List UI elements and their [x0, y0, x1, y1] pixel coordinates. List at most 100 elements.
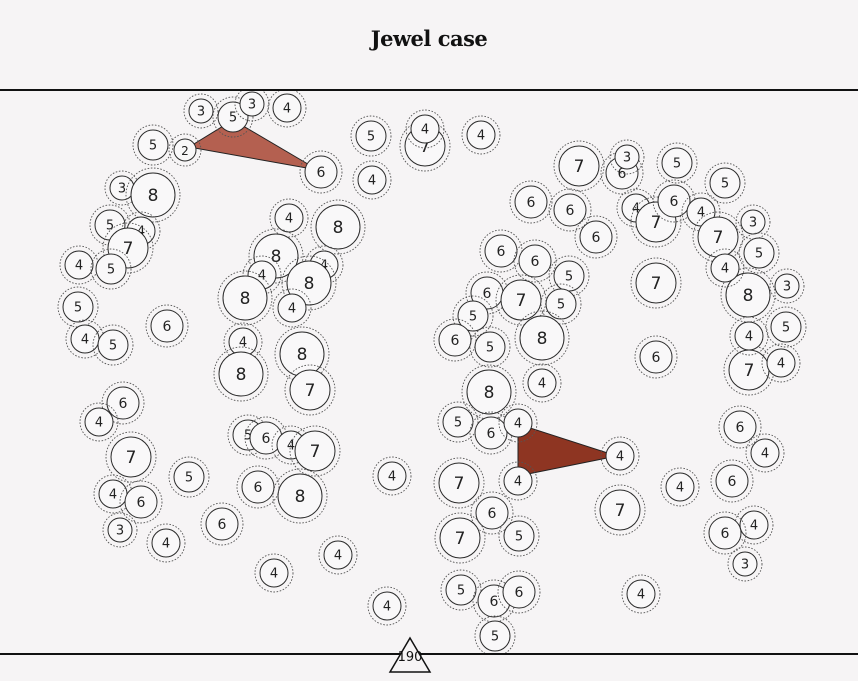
number-bubble[interactable]: 6 [513, 239, 557, 283]
number-bubble[interactable]: 8 [272, 468, 328, 524]
number-bubble[interactable]: 8 [274, 326, 330, 382]
bubble-number: 4 [632, 202, 640, 217]
number-bubble[interactable]: 5 [440, 569, 482, 611]
number-bubble[interactable]: 7 [692, 211, 744, 263]
number-bubble[interactable]: 5 [57, 286, 99, 328]
number-bubble[interactable]: 7 [723, 344, 775, 396]
number-bubble[interactable]: 5 [765, 306, 807, 348]
number-bubble[interactable]: 6 [145, 304, 189, 348]
number-bubble[interactable]: 6 [548, 188, 592, 232]
number-bubble[interactable]: 5 [738, 232, 780, 274]
number-bubble[interactable]: 4 [729, 316, 769, 356]
number-bubble[interactable]: 6 [119, 480, 163, 524]
number-bubble[interactable]: 5 [540, 283, 582, 325]
number-bubble[interactable]: 3 [183, 93, 219, 129]
number-bubble[interactable]: 5 [469, 326, 511, 368]
number-bubble[interactable]: 6 [433, 318, 477, 362]
number-bubble[interactable]: 6 [299, 150, 343, 194]
number-bubble[interactable]: 4 [498, 461, 538, 501]
number-bubble[interactable]: 4 [372, 456, 412, 496]
number-bubble[interactable]: 4 [498, 403, 538, 443]
number-bubble[interactable]: 6 [718, 405, 762, 449]
number-bubble[interactable]: 3 [609, 139, 645, 175]
number-bubble[interactable]: 8 [125, 167, 181, 223]
number-bubble[interactable]: 5 [212, 96, 254, 138]
number-bubble[interactable]: 6 [472, 579, 516, 623]
number-bubble[interactable]: 4 [272, 288, 312, 328]
number-bubble[interactable]: 6 [479, 229, 523, 273]
number-bubble[interactable]: 4 [318, 535, 358, 575]
number-bubble[interactable]: 5 [452, 295, 494, 337]
number-bubble[interactable]: 7 [284, 364, 336, 416]
number-bubble[interactable]: 6 [470, 491, 514, 535]
number-bubble[interactable]: 8 [514, 310, 570, 366]
number-bubble[interactable]: 7 [105, 431, 157, 483]
number-bubble[interactable]: 4 [59, 245, 99, 285]
number-bubble[interactable]: 3 [102, 512, 138, 548]
number-bubble[interactable]: 3 [769, 268, 805, 304]
bubble-number: 6 [483, 286, 492, 302]
number-bubble[interactable]: 2 [168, 133, 202, 167]
number-bubble[interactable]: 6 [497, 570, 541, 614]
number-bubble[interactable]: 7 [495, 274, 547, 326]
number-bubble[interactable]: 8 [310, 199, 366, 255]
bubble-disc [110, 436, 152, 478]
number-bubble[interactable]: 7 [553, 140, 605, 192]
number-bubble[interactable]: 7 [433, 457, 485, 509]
number-bubble[interactable]: 4 [254, 553, 294, 593]
number-bubble[interactable]: 6 [710, 459, 754, 503]
number-bubble[interactable]: 5 [498, 515, 540, 557]
number-bubble[interactable]: 4 [352, 160, 392, 200]
number-bubble[interactable]: 5 [350, 115, 392, 157]
number-bubble[interactable]: 4 [79, 402, 119, 442]
bubble-halo [495, 274, 547, 326]
number-bubble[interactable]: 7 [630, 257, 682, 309]
number-bubble[interactable]: 4 [405, 109, 445, 149]
number-bubble[interactable]: 3 [727, 546, 763, 582]
number-bubble[interactable]: 4 [734, 505, 774, 545]
number-bubble[interactable]: 8 [213, 346, 269, 402]
number-bubble[interactable]: 4 [367, 586, 407, 626]
number-bubble[interactable]: 6 [236, 465, 280, 509]
bubble-halo [734, 505, 774, 545]
number-bubble[interactable]: 7 [594, 484, 646, 536]
number-bubble[interactable]: 5 [548, 255, 590, 297]
number-bubble[interactable]: 6 [574, 215, 618, 259]
number-bubble[interactable]: 5 [132, 124, 174, 166]
number-bubble[interactable]: 8 [217, 270, 273, 326]
number-bubble[interactable]: 4 [600, 436, 640, 476]
number-bubble[interactable]: 4 [745, 433, 785, 473]
number-bubble[interactable]: 4 [65, 319, 105, 359]
number-bubble[interactable]: 4 [267, 91, 307, 128]
number-bubble[interactable]: 5 [168, 456, 210, 498]
number-bubble[interactable]: 3 [234, 91, 270, 122]
bubble-number: 5 [565, 270, 573, 285]
number-bubble[interactable]: 8 [461, 364, 517, 420]
number-bubble[interactable]: 4 [269, 198, 309, 238]
number-bubble[interactable]: 6 [200, 502, 244, 546]
number-bubble[interactable]: 6 [101, 381, 145, 425]
bubble-disc [709, 167, 741, 199]
bubble-disc [743, 237, 775, 269]
number-bubble[interactable]: 5 [92, 324, 134, 366]
number-bubble[interactable]: 5 [474, 615, 516, 653]
number-bubble[interactable]: 7 [289, 425, 341, 477]
number-bubble[interactable]: 5 [656, 142, 698, 184]
number-bubble[interactable]: 4 [461, 115, 501, 155]
number-bubble[interactable]: 8 [281, 255, 337, 311]
number-bubble[interactable]: 4 [761, 343, 801, 383]
number-bubble[interactable]: 5 [437, 401, 479, 443]
number-bubble[interactable]: 6 [634, 335, 678, 379]
number-bubble[interactable]: 4 [522, 363, 562, 403]
number-bubble[interactable]: 4 [705, 248, 745, 288]
number-bubble[interactable]: 7 [434, 512, 486, 564]
number-bubble[interactable]: 6 [509, 180, 553, 224]
number-bubble[interactable]: 4 [621, 574, 661, 614]
number-bubble[interactable]: 5 [90, 248, 132, 290]
number-bubble[interactable]: 4 [146, 523, 186, 563]
number-bubble[interactable]: 5 [704, 162, 746, 204]
number-bubble[interactable]: 6 [703, 511, 747, 555]
number-bubble[interactable]: 4 [660, 467, 700, 507]
